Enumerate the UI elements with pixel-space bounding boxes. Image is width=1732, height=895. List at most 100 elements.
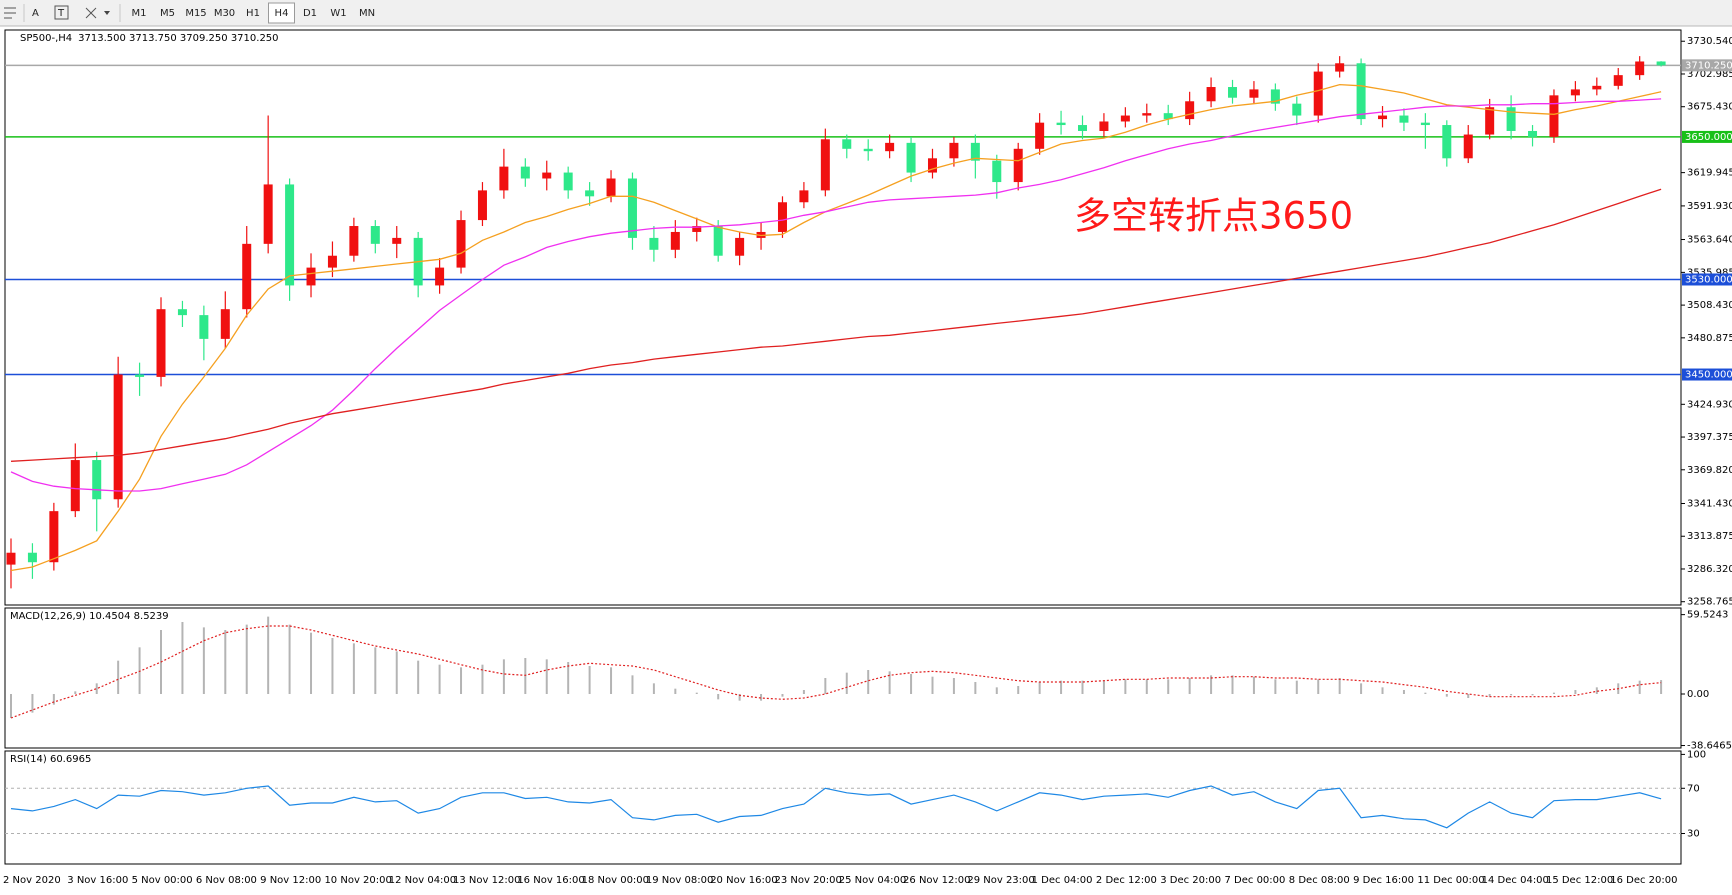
timeframe-button[interactable]: [325, 3, 352, 23]
x-tick-label: 16 Dec 20:00: [1610, 875, 1677, 886]
panel: [4, 607, 1682, 749]
candle-body: [542, 172, 552, 179]
y-tick-label: 3258.765: [1687, 597, 1732, 608]
x-tick-label: 6 Nov 08:00: [196, 875, 257, 886]
timeframe-label[interactable]: M5: [160, 8, 175, 19]
x-tick-label: 11 Dec 00:00: [1417, 875, 1484, 886]
candle-body: [520, 166, 530, 179]
candle-body: [1570, 89, 1580, 96]
timeframe-label[interactable]: MN: [359, 8, 375, 19]
x-tick-label: 12 Nov 04:00: [389, 875, 456, 886]
crosshair-tool[interactable]: [4, 7, 16, 19]
timeframe-button[interactable]: [297, 3, 323, 23]
candle-body: [1163, 113, 1173, 120]
candle-body: [1613, 75, 1623, 86]
moving-average: [10, 83, 1662, 572]
y-tick-label: 3508.430: [1687, 300, 1732, 311]
x-tick-label: 26 Nov 12:00: [903, 875, 970, 886]
candle-body: [992, 160, 1002, 183]
timeframe-label[interactable]: M1: [132, 8, 147, 19]
candle-body: [1528, 130, 1538, 137]
candle-body: [906, 142, 916, 173]
candle-body: [799, 190, 809, 203]
y-tick-label: 3480.875: [1687, 333, 1732, 344]
timeframe-button[interactable]: [154, 3, 181, 23]
candle-body: [370, 226, 380, 244]
candle-body: [735, 237, 745, 256]
y-tick-label: 3313.875: [1687, 531, 1732, 542]
x-tick-label: 9 Nov 12:00: [260, 875, 321, 886]
y-tick-label: 3424.930: [1687, 399, 1732, 410]
candle-body: [585, 190, 595, 197]
y-tick-label: 70: [1687, 783, 1700, 794]
candle-body: [627, 178, 637, 238]
price-level-label: 3710.250: [1685, 60, 1732, 71]
timeframe-button[interactable]: [268, 2, 295, 24]
candle-body: [92, 460, 102, 500]
timeframe-label[interactable]: H4: [275, 8, 289, 19]
x-tick-label: 3 Dec 20:00: [1160, 875, 1221, 886]
x-tick-label: 19 Nov 08:00: [646, 875, 713, 886]
y-tick-label: -38.6465: [1687, 741, 1732, 752]
timeframe-button[interactable]: [240, 3, 266, 23]
shapes-tool[interactable]: [85, 7, 110, 19]
x-tick-label: 16 Nov 16:00: [517, 875, 584, 886]
candle-body: [306, 267, 316, 286]
candle-body: [135, 374, 145, 377]
candle-body: [220, 309, 230, 339]
candle-body: [1656, 61, 1666, 66]
candle-body: [927, 158, 937, 173]
moving-average: [10, 98, 1662, 492]
candle-body: [177, 309, 187, 316]
y-tick-label: 0.00: [1687, 689, 1709, 700]
timeframe-button[interactable]: [126, 3, 152, 23]
y-tick-label: 3397.375: [1687, 432, 1732, 443]
timeframe-button[interactable]: [211, 3, 238, 23]
candle-body: [692, 226, 702, 232]
price-level-label: 3450.000: [1685, 370, 1732, 381]
x-tick-label: 25 Nov 04:00: [839, 875, 906, 886]
y-tick-label: 3535.985: [1687, 267, 1732, 278]
timeframe-label[interactable]: D1: [303, 8, 317, 19]
x-tick-label: 2 Dec 12:00: [1096, 875, 1157, 886]
candle-body: [1078, 125, 1087, 131]
candle-body: [949, 142, 959, 159]
timeframe-label[interactable]: H1: [246, 8, 260, 19]
candle-body: [1399, 115, 1409, 123]
candle-body: [1549, 95, 1559, 137]
timeframe-button[interactable]: [354, 3, 380, 23]
candle-body: [113, 374, 123, 500]
candle-body: [1592, 85, 1602, 90]
label-tool-frame[interactable]: [54, 5, 69, 20]
timeframe-label[interactable]: W1: [330, 8, 346, 19]
candle-body: [327, 255, 337, 268]
candle-body: [885, 142, 895, 152]
panel: [4, 29, 1682, 606]
rsi-line: [10, 785, 1662, 829]
candle-body: [970, 142, 980, 161]
candle-body: [1185, 101, 1195, 120]
x-tick-label: 23 Nov 20:00: [774, 875, 841, 886]
x-tick-label: 7 Dec 00:00: [1225, 875, 1286, 886]
candle-body: [1099, 121, 1109, 131]
text-tool[interactable]: A: [32, 8, 39, 19]
timeframe-label[interactable]: M30: [214, 8, 235, 19]
timeframe-label[interactable]: M15: [185, 8, 206, 19]
candle-body: [1013, 148, 1023, 183]
candle-body: [1463, 134, 1473, 159]
label-tool[interactable]: T: [57, 8, 65, 19]
candle-body: [606, 178, 616, 197]
panel-title: MACD(12,26,9) 10.4504 8.5239: [10, 611, 169, 622]
panel-title-name: SP500-,H4: [20, 33, 72, 44]
candle-body: [285, 184, 295, 286]
x-tick-label: 29 Nov 23:00: [967, 875, 1034, 886]
candle-body: [1335, 63, 1345, 72]
x-tick-label: 14 Dec 04:00: [1482, 875, 1549, 886]
candle-body: [1506, 107, 1516, 131]
candle-body: [842, 139, 852, 149]
timeframe-button[interactable]: [183, 3, 209, 23]
candle-body: [156, 309, 166, 377]
candle-body: [199, 315, 209, 339]
candle-body: [70, 460, 80, 512]
